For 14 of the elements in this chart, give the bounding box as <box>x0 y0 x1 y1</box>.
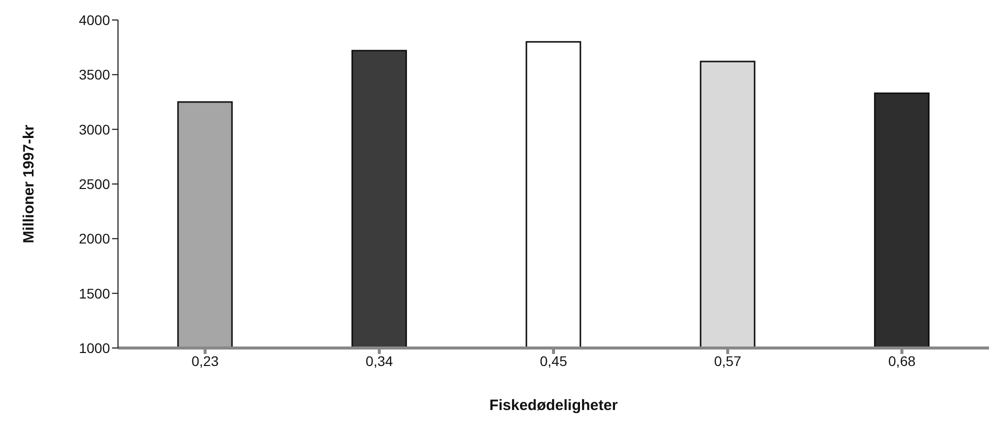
y-tick-label: 3000 <box>78 121 110 138</box>
y-tick-label: 3500 <box>78 66 110 83</box>
y-tick-label: 4000 <box>78 12 110 28</box>
y-tick-label: 1000 <box>78 340 110 356</box>
x-tick-label: 0,34 <box>366 352 394 369</box>
x-tick-label: 0,45 <box>540 352 568 369</box>
x-tick-label: 0,68 <box>888 352 916 369</box>
y-tick-label: 1500 <box>78 285 110 302</box>
x-tick-label: 0,23 <box>191 352 219 369</box>
x-axis-title: Fiskedødeligheter <box>489 397 618 414</box>
y-tick-label: 2500 <box>78 176 110 192</box>
x-tick-label: 0,57 <box>714 352 742 369</box>
y-tick-label: 2000 <box>78 230 110 247</box>
y-axis-title: Millioner 1997-kr <box>20 124 38 244</box>
